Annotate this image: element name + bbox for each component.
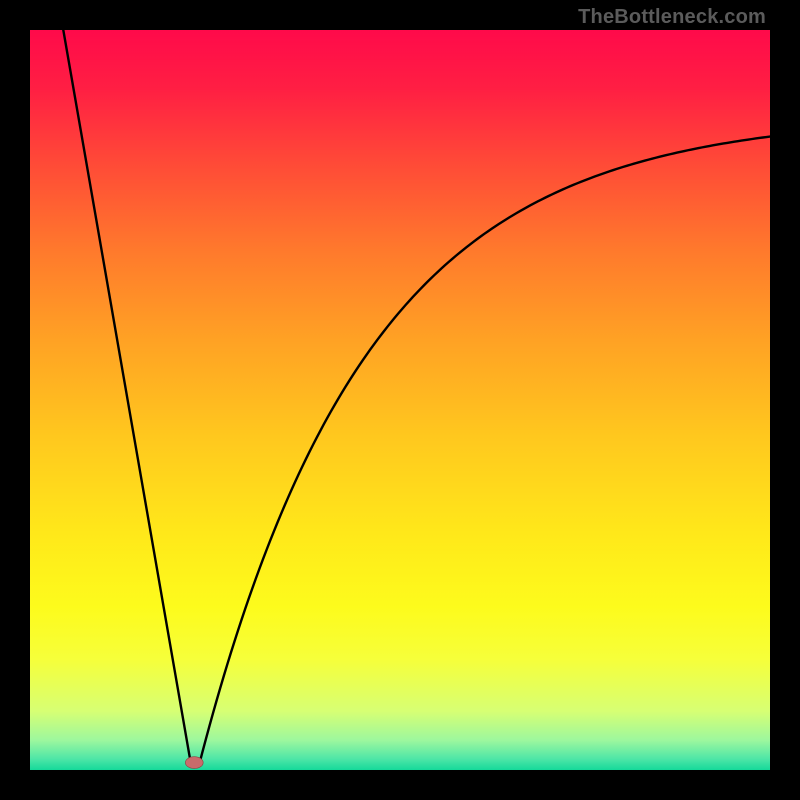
chart-frame: TheBottleneck.com: [0, 0, 800, 800]
plot-area: [30, 30, 770, 770]
curve-layer: [30, 30, 770, 770]
valley-marker: [185, 757, 203, 769]
attribution-text: TheBottleneck.com: [578, 6, 766, 29]
bottleneck-curve: [63, 30, 770, 766]
